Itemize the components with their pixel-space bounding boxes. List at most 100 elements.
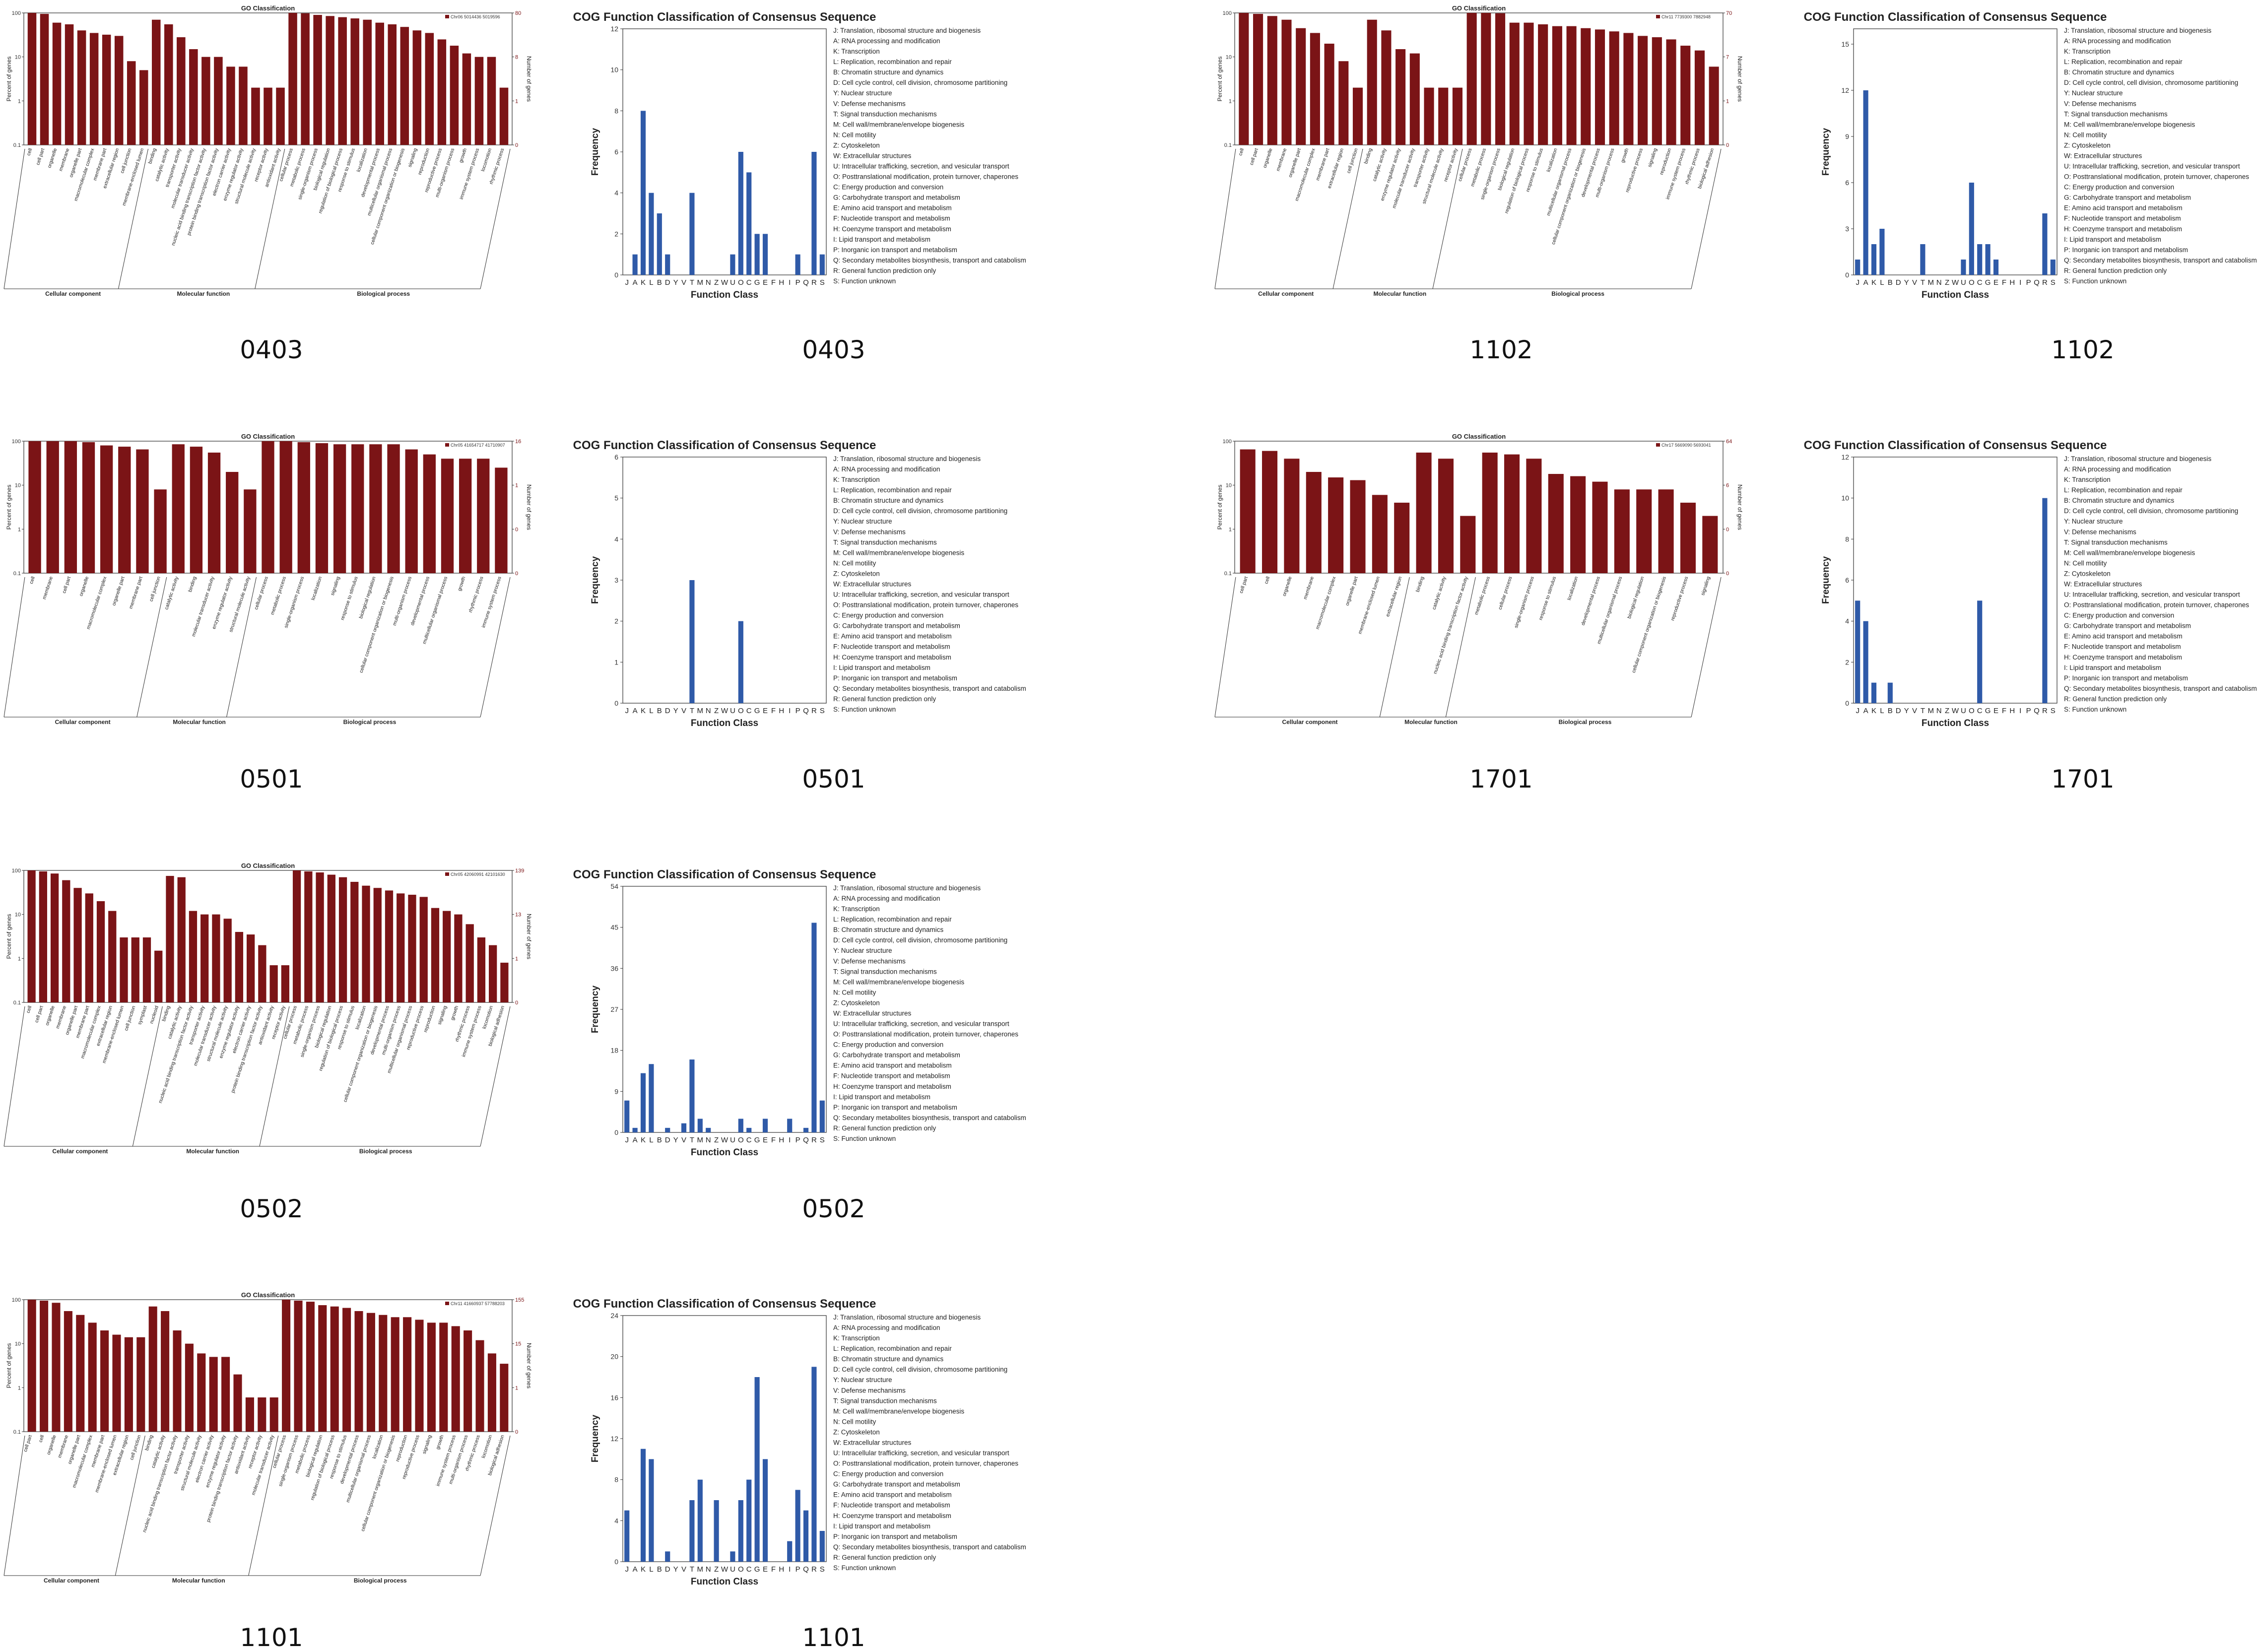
go-bar <box>1623 33 1634 145</box>
go-group-label: Biological process <box>343 719 397 726</box>
cog-bar <box>811 923 817 1132</box>
go-bar <box>1594 29 1605 145</box>
go-category-label: cellular component organization or bioge… <box>359 576 395 674</box>
go-bar <box>127 61 136 145</box>
go-bar <box>1495 13 1506 145</box>
cog-xlabel: Function Class <box>1922 290 1989 300</box>
go-category-label: membrane <box>42 576 54 600</box>
go-category-label: growth <box>435 1435 445 1451</box>
go-group-label: Molecular function <box>1404 719 1458 726</box>
go-bar <box>1262 451 1278 573</box>
go-category-label: cellular process <box>1497 576 1513 610</box>
go-ylabel-left: Percent of genes <box>5 485 12 530</box>
go-bar <box>177 877 186 1002</box>
cog-x-tick-label: H <box>2009 707 2015 715</box>
cog-x-tick-label: W <box>721 707 729 715</box>
go-bar <box>154 489 167 573</box>
go-right-tick-label: 0 <box>1726 527 1729 532</box>
cog-legend-entry: W: Extracellular structures <box>833 1439 912 1446</box>
caption-cog-0403: 0403 <box>802 335 865 364</box>
cog-x-tick-label: K <box>641 1565 646 1574</box>
cog-x-tick-label: C <box>746 1136 752 1144</box>
go-title: GO Classification <box>241 862 295 869</box>
go-left-tick-label: 0.1 <box>1224 142 1232 148</box>
cog-bar <box>2050 260 2056 275</box>
cog-legend-entry: S: Function unknown <box>2064 277 2126 285</box>
cog-x-tick-label: T <box>1921 278 1925 287</box>
go-ylabel-left: Percent of genes <box>5 57 12 102</box>
go-bar <box>214 57 223 145</box>
cog-y-tick-label: 16 <box>610 1393 618 1401</box>
cog-legend-entry: S: Function unknown <box>833 706 896 713</box>
go-category-label: organelle part <box>111 576 126 606</box>
cog-legend-entry: V: Defense mechanisms <box>2064 528 2136 535</box>
go-bar <box>88 1322 97 1432</box>
cog-chart-1102: COG Function Classification of Consensus… <box>1804 10 2257 300</box>
go-right-tick-label: 1 <box>515 1385 518 1391</box>
go-bar <box>1570 476 1586 573</box>
cog-bar <box>795 1490 800 1562</box>
cog-x-tick-label: P <box>2026 707 2031 715</box>
go-bar <box>397 893 405 1002</box>
cog-x-tick-label: I <box>789 707 791 715</box>
go-bar <box>1239 13 1249 145</box>
cog-y-tick-label: 24 <box>610 1312 618 1320</box>
go-title: GO Classification <box>241 4 295 12</box>
go-bar <box>316 872 324 1002</box>
cog-bar <box>803 1127 809 1132</box>
go-bar <box>462 53 471 145</box>
cog-legend-entry: K: Transcription <box>833 476 880 483</box>
go-group-label: Cellular component <box>1282 719 1337 726</box>
cog-x-tick-label: W <box>1952 278 1959 287</box>
go-bar <box>459 459 472 573</box>
cog-legend-entry: Z: Cytoskeleton <box>833 999 880 1006</box>
cog-legend-entry: R: General function prediction only <box>833 267 936 274</box>
go-right-tick-label: 0 <box>1726 571 1729 577</box>
go-bar <box>489 945 497 1002</box>
cog-x-tick-label: I <box>789 1565 791 1574</box>
cog-x-tick-label: R <box>811 1136 817 1144</box>
go-group-label: Cellular component <box>1258 290 1314 297</box>
go-bar <box>226 66 235 145</box>
cog-x-tick-label: L <box>1880 278 1884 287</box>
cog-bar <box>1887 682 1893 703</box>
cog-legend-entry: Q: Secondary metabolites biosynthesis, t… <box>833 1543 1026 1551</box>
go-bar <box>1509 22 1520 145</box>
go-category-label: cell part <box>23 1434 33 1453</box>
go-bar <box>239 66 248 145</box>
cog-legend-entry: D: Cell cycle control, cell division, ch… <box>833 79 1007 86</box>
go-bar <box>233 1374 242 1432</box>
cog-y-tick-label: 18 <box>610 1047 618 1055</box>
cog-legend-entry: G: Carbohydrate transport and metabolism <box>833 194 960 201</box>
cog-x-tick-label: D <box>1896 707 1901 715</box>
go-bar <box>207 453 221 573</box>
cog-legend-entry: P: Inorganic ion transport and metabolis… <box>2064 674 2188 682</box>
cog-legend-entry: Q: Secondary metabolites biosynthesis, t… <box>833 257 1026 264</box>
go-left-tick-label: 10 <box>15 912 21 918</box>
cog-xlabel: Function Class <box>691 1577 758 1587</box>
cog-x-tick-label: S <box>820 707 825 715</box>
go-bar <box>1552 26 1562 145</box>
go-bar <box>85 893 93 1002</box>
cog-x-tick-label: M <box>1928 278 1934 287</box>
go-category-label: developmental process <box>1581 576 1601 626</box>
go-category-label: organelle <box>46 1434 58 1455</box>
go-right-tick-label: 1 <box>515 956 518 962</box>
go-group-label: Cellular component <box>45 290 101 297</box>
cog-legend-entry: F: Nucleotide transport and metabolism <box>833 643 950 651</box>
cog-x-tick-label: D <box>665 278 670 287</box>
cog-legend-entry: L: Replication, recombination and repair <box>833 1345 952 1352</box>
go-group-separator <box>3 577 25 718</box>
go-bar <box>154 950 163 1002</box>
go-right-tick-label: 13 <box>515 912 521 918</box>
cog-legend-entry: R: General function prediction only <box>833 1554 936 1561</box>
go-category-label: transporter activity <box>1413 148 1431 188</box>
cog-x-tick-label: P <box>2026 278 2031 287</box>
go-legend-swatch <box>1656 443 1660 447</box>
go-group-label: Biological process <box>359 1148 412 1155</box>
go-bar <box>363 19 372 145</box>
go-bar <box>1504 454 1520 573</box>
cog-bar <box>754 1377 760 1562</box>
cog-legend-entry: Y: Nuclear structure <box>833 518 892 525</box>
cog-y-tick-label: 4 <box>614 189 618 197</box>
